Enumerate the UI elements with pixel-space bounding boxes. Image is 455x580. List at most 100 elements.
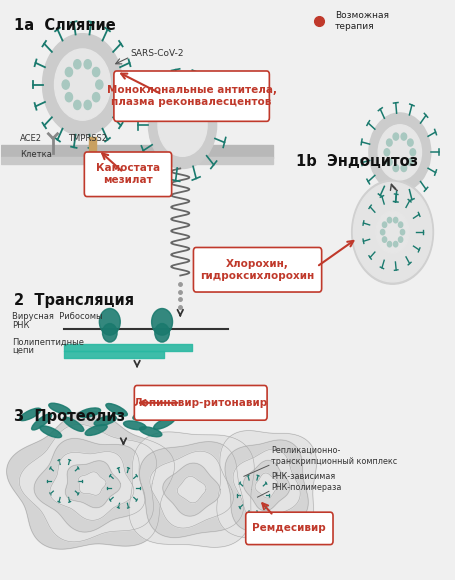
- Circle shape: [51, 463, 78, 498]
- Circle shape: [256, 498, 258, 501]
- Circle shape: [92, 67, 100, 77]
- Polygon shape: [243, 461, 289, 511]
- Ellipse shape: [49, 403, 71, 414]
- Circle shape: [250, 501, 252, 503]
- Circle shape: [127, 487, 130, 490]
- Circle shape: [92, 93, 100, 101]
- Ellipse shape: [31, 414, 51, 430]
- Circle shape: [407, 158, 412, 165]
- Text: Хлорохин,
гидроксихлорохин: Хлорохин, гидроксихлорохин: [200, 259, 314, 281]
- Circle shape: [57, 480, 60, 483]
- Circle shape: [351, 180, 433, 284]
- Circle shape: [409, 148, 415, 156]
- Circle shape: [65, 93, 72, 101]
- Text: Лопинавир-ритонавир: Лопинавир-ритонавир: [133, 398, 267, 408]
- Circle shape: [247, 498, 249, 501]
- Text: Репликационно-
транскрипционный комплекс: Репликационно- транскрипционный комплекс: [271, 446, 397, 466]
- FancyBboxPatch shape: [1, 146, 273, 158]
- Circle shape: [377, 125, 420, 180]
- Circle shape: [58, 475, 61, 478]
- Circle shape: [368, 202, 415, 262]
- FancyBboxPatch shape: [245, 512, 332, 545]
- Circle shape: [55, 469, 74, 493]
- Text: 2  Трансляция: 2 Трансляция: [14, 293, 134, 308]
- Text: Возможная
терапия: Возможная терапия: [334, 11, 388, 31]
- Circle shape: [243, 484, 261, 507]
- FancyBboxPatch shape: [193, 248, 321, 292]
- Circle shape: [400, 165, 406, 172]
- Circle shape: [102, 324, 117, 342]
- Circle shape: [96, 80, 103, 89]
- Polygon shape: [78, 472, 106, 495]
- Circle shape: [157, 94, 207, 157]
- Ellipse shape: [85, 425, 107, 436]
- Circle shape: [393, 218, 397, 223]
- Text: Моноклональные антитела,
плазма реконвалесцентов: Моноклональные антитела, плазма реконвал…: [106, 85, 276, 107]
- Polygon shape: [7, 411, 174, 549]
- Circle shape: [74, 60, 81, 69]
- Ellipse shape: [123, 421, 146, 430]
- Circle shape: [250, 487, 252, 491]
- Circle shape: [253, 487, 255, 491]
- Circle shape: [74, 100, 81, 110]
- Ellipse shape: [78, 408, 101, 418]
- Text: 3  Протеолиз: 3 Протеолиз: [14, 409, 125, 423]
- Ellipse shape: [139, 427, 162, 437]
- Polygon shape: [139, 442, 243, 538]
- Text: 1b  Эндоцитоз: 1b Эндоцитоз: [296, 154, 417, 169]
- Circle shape: [393, 241, 397, 247]
- Text: Камостата
мезилат: Камостата мезилат: [96, 164, 160, 185]
- Polygon shape: [65, 461, 120, 508]
- Circle shape: [111, 472, 136, 504]
- Circle shape: [392, 133, 398, 140]
- Circle shape: [58, 484, 61, 487]
- FancyBboxPatch shape: [89, 137, 96, 153]
- Circle shape: [387, 241, 391, 247]
- Circle shape: [386, 139, 391, 146]
- Circle shape: [65, 473, 67, 476]
- Circle shape: [55, 49, 110, 120]
- Polygon shape: [233, 449, 299, 522]
- Circle shape: [99, 309, 120, 335]
- Polygon shape: [177, 476, 206, 503]
- Circle shape: [121, 480, 123, 483]
- Circle shape: [121, 493, 123, 496]
- Text: Ремдесивир: Ремдесивир: [252, 523, 325, 534]
- Circle shape: [69, 480, 71, 483]
- Ellipse shape: [20, 408, 41, 420]
- Ellipse shape: [132, 409, 155, 420]
- Circle shape: [124, 480, 126, 483]
- Ellipse shape: [160, 405, 182, 415]
- Circle shape: [246, 494, 248, 497]
- FancyBboxPatch shape: [84, 152, 171, 197]
- Circle shape: [368, 113, 430, 191]
- Text: Клетка: Клетка: [20, 150, 51, 159]
- Circle shape: [247, 490, 249, 493]
- Circle shape: [240, 479, 265, 512]
- Circle shape: [400, 133, 406, 140]
- Circle shape: [118, 483, 120, 485]
- Ellipse shape: [40, 426, 61, 438]
- Circle shape: [392, 165, 398, 172]
- Circle shape: [126, 483, 129, 485]
- Circle shape: [386, 158, 391, 165]
- Circle shape: [253, 501, 255, 503]
- Circle shape: [399, 230, 404, 235]
- Circle shape: [84, 100, 91, 110]
- Polygon shape: [150, 451, 233, 528]
- Circle shape: [382, 222, 386, 227]
- FancyBboxPatch shape: [134, 386, 267, 420]
- Text: SARS-CoV-2: SARS-CoV-2: [130, 49, 183, 57]
- Circle shape: [126, 491, 129, 494]
- Text: Полипептидные: Полипептидные: [12, 338, 84, 347]
- Circle shape: [152, 309, 172, 335]
- Text: РНК: РНК: [12, 321, 30, 329]
- Circle shape: [353, 182, 431, 282]
- Ellipse shape: [94, 416, 116, 426]
- Circle shape: [61, 473, 64, 476]
- Polygon shape: [254, 473, 278, 498]
- Circle shape: [154, 324, 169, 342]
- Circle shape: [62, 80, 69, 89]
- Polygon shape: [216, 430, 316, 541]
- Circle shape: [124, 493, 126, 496]
